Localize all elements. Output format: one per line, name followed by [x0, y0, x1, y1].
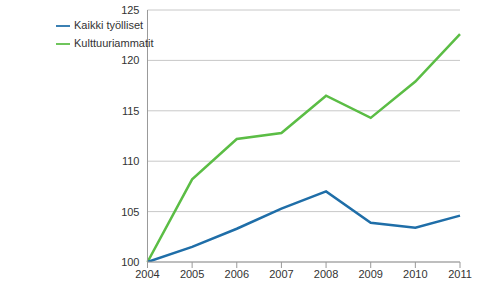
svg-text:2010: 2010: [403, 268, 427, 280]
svg-text:2009: 2009: [358, 268, 382, 280]
svg-text:120: 120: [121, 54, 139, 66]
html-text:Kulttuuriammatit: Kulttuuriammatit: [74, 37, 154, 49]
svg-text:105: 105: [121, 206, 139, 218]
svg-text:2005: 2005: [180, 268, 204, 280]
svg-text:2011: 2011: [448, 268, 472, 280]
svg-text:2007: 2007: [269, 268, 293, 280]
svg-text:115: 115: [122, 105, 140, 117]
svg-text:2006: 2006: [225, 268, 249, 280]
svg-text:100: 100: [121, 256, 139, 268]
svg-text:110: 110: [122, 155, 140, 167]
html-text:Kaikki työlliset: Kaikki työlliset: [74, 19, 144, 31]
svg-text:2008: 2008: [314, 268, 338, 280]
svg-text:125: 125: [121, 4, 139, 16]
svg-text:2004: 2004: [135, 268, 159, 280]
